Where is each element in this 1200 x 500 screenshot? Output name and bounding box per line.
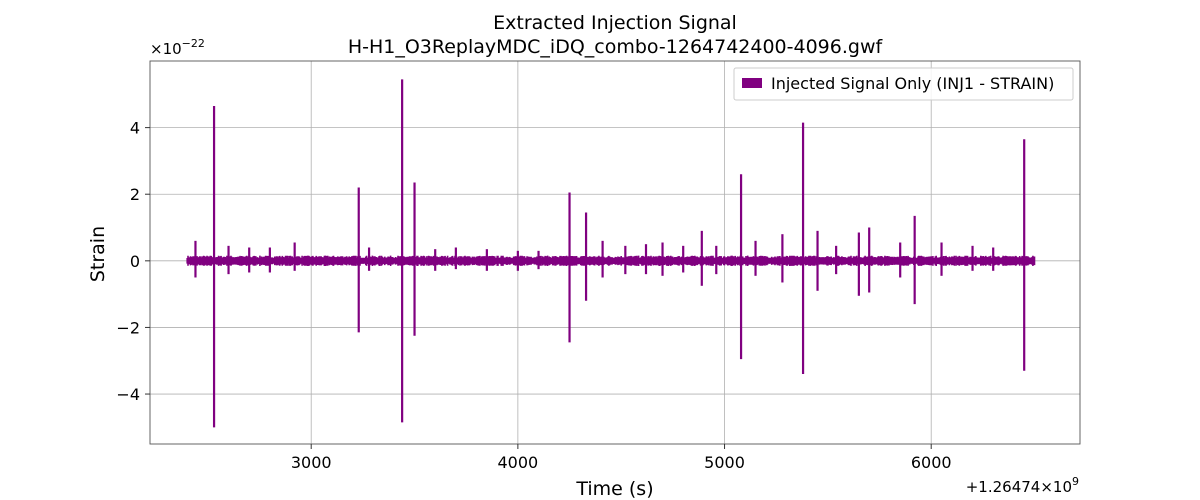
series-layer	[186, 79, 1036, 428]
y-axis-label: Strain	[87, 226, 109, 282]
chart-title: Extracted Injection Signal	[493, 12, 737, 34]
x-tick-label: 3000	[291, 453, 332, 472]
y-scale-exponent: −22	[182, 37, 205, 50]
x-offset-exponent: 9	[1072, 475, 1079, 488]
chart-subtitle: H-H1_O3ReplayMDC_iDQ_combo-1264742400-40…	[348, 36, 884, 58]
legend-label: Injected Signal Only (INJ1 - STRAIN)	[771, 74, 1054, 93]
legend-box	[733, 67, 1074, 101]
legend: Injected Signal Only (INJ1 - STRAIN)	[733, 67, 1074, 101]
y-tick-label: 2	[130, 185, 140, 204]
y-scale-base: ×10	[150, 40, 182, 58]
x-tick-label: 5000	[704, 453, 745, 472]
y-scale-label: ×10−22	[150, 37, 205, 58]
x-tick-label: 4000	[498, 453, 539, 472]
plot-frame	[149, 60, 1081, 445]
chart-title-group: Extracted Injection Signal H-H1_O3Replay…	[348, 12, 884, 58]
x-offset-label: +1.26474×109	[966, 475, 1079, 496]
y-tick-label: −2	[116, 318, 140, 337]
y-tick-label: −4	[116, 385, 140, 404]
legend-swatch	[742, 78, 762, 88]
x-tick-label: 6000	[911, 453, 952, 472]
x-axis-label: Time (s)	[575, 478, 653, 500]
tick-layer: 3000 4000 5000 6000 −4 −2 0 2 4	[116, 119, 951, 472]
y-tick-label: 4	[130, 119, 140, 138]
x-offset-base: +1.26474×10	[966, 478, 1072, 496]
signal-baseline-core	[187, 258, 1035, 264]
y-tick-label: 0	[130, 252, 140, 271]
